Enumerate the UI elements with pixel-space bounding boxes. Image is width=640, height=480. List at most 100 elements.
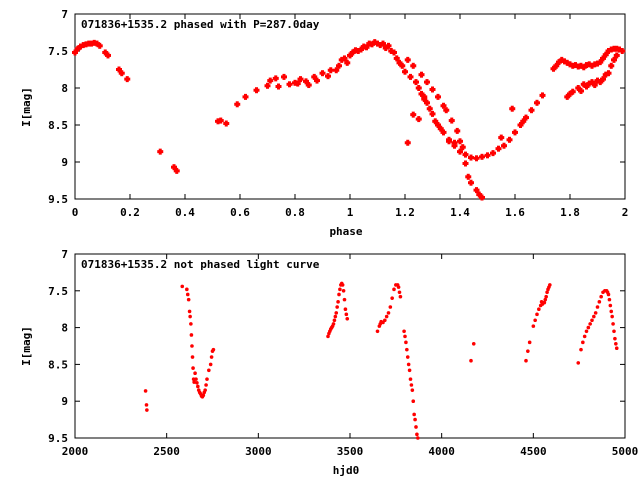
data-point <box>591 82 598 89</box>
data-point <box>207 368 211 373</box>
data-point <box>380 40 386 47</box>
data-point <box>94 40 100 47</box>
data-point <box>580 81 587 88</box>
data-point <box>484 152 491 159</box>
data-point <box>556 59 562 66</box>
data-point <box>613 52 620 59</box>
data-point <box>407 73 414 80</box>
data-point <box>471 341 476 346</box>
unphased-panel: 071836+1535.2 not phased light curve hjd… <box>20 248 638 477</box>
data-point <box>581 340 585 345</box>
data-point <box>435 93 441 100</box>
data-point <box>402 68 408 75</box>
data-point <box>416 436 420 440</box>
data-point <box>597 79 604 86</box>
x-axis-title: phase <box>329 225 362 238</box>
data-point <box>203 388 207 392</box>
data-point <box>234 101 241 108</box>
data-point <box>550 65 557 72</box>
chart-title: 071836+1535.2 not phased light curve <box>81 258 320 271</box>
x-tick-label: 4000 <box>428 445 455 458</box>
data-point <box>424 99 430 106</box>
data-point <box>612 329 616 334</box>
data-point <box>402 329 406 334</box>
x-tick-label: 3000 <box>245 445 272 458</box>
data-point <box>204 383 208 387</box>
data-point <box>590 318 594 323</box>
data-point <box>613 336 617 341</box>
data-point <box>344 59 351 66</box>
data-point <box>297 76 304 83</box>
data-point <box>369 41 375 48</box>
data-point <box>342 297 347 302</box>
data-point <box>383 318 387 323</box>
data-point <box>418 71 425 78</box>
data-point <box>619 48 626 54</box>
data-point <box>553 62 560 69</box>
x-tick-label: 1.2 <box>395 206 415 219</box>
data-point <box>190 344 194 348</box>
data-point <box>578 87 584 94</box>
data-point <box>390 296 394 300</box>
data-point <box>118 70 125 77</box>
data-point <box>611 322 615 326</box>
data-point <box>543 297 548 302</box>
data-point <box>398 294 403 299</box>
x-tick-label: 1 <box>347 206 354 219</box>
data-point <box>171 164 177 171</box>
data-point <box>582 334 587 339</box>
data-point <box>495 145 502 152</box>
data-point <box>334 311 339 315</box>
data-point <box>429 86 436 93</box>
data-point <box>393 55 400 62</box>
data-point <box>583 83 590 90</box>
data-point <box>336 62 342 69</box>
data-point <box>468 179 474 186</box>
data-point <box>440 129 447 136</box>
data-point <box>520 118 527 125</box>
data-point <box>327 67 334 74</box>
data-point <box>479 194 485 201</box>
chart-title: 071836+1535.2 phased with P=287.0day <box>81 18 320 31</box>
data-point <box>336 300 340 304</box>
data-point <box>576 361 581 365</box>
data-point <box>186 297 191 302</box>
data-point <box>191 366 195 370</box>
data-point <box>429 110 436 117</box>
data-point <box>410 111 417 118</box>
data-point <box>157 148 164 155</box>
data-point <box>415 85 422 91</box>
data-point <box>404 139 411 146</box>
data-point <box>74 45 81 52</box>
y-tick-label: 9.5 <box>48 193 68 206</box>
data-point <box>548 283 552 287</box>
data-point <box>358 46 364 53</box>
x-tick-label: 2 <box>622 206 629 219</box>
x-tick-label: 1.6 <box>505 206 525 219</box>
data-point <box>595 305 600 309</box>
data-point <box>272 75 279 82</box>
data-point <box>195 381 199 385</box>
data-point <box>209 355 214 359</box>
data-point <box>413 417 417 422</box>
y-tick-label: 9 <box>61 156 68 169</box>
data-point <box>523 114 529 121</box>
data-point <box>72 49 78 56</box>
data-point <box>190 355 195 359</box>
y-tick-label: 9 <box>61 395 68 408</box>
x-tick-label: 1.8 <box>560 206 580 219</box>
data-point <box>593 311 598 315</box>
data-point <box>311 73 318 80</box>
data-point <box>468 154 474 161</box>
data-point <box>592 314 596 319</box>
data-point <box>196 384 200 389</box>
x-tick-label: 1.4 <box>450 206 470 219</box>
data-point <box>341 55 348 62</box>
axis-ticks: 0 0.2 0.4 0.6 0.8 1 1.2 1.4 1.6 1.8 2 7 7.5 8 8.5 9 9.5 <box>48 8 628 219</box>
y-tick-label: 7 <box>61 8 68 21</box>
data-point <box>382 45 389 52</box>
data-point <box>533 318 537 323</box>
x-tick-label: 4500 <box>520 445 547 458</box>
data-point <box>567 90 573 97</box>
data-point <box>335 305 339 309</box>
